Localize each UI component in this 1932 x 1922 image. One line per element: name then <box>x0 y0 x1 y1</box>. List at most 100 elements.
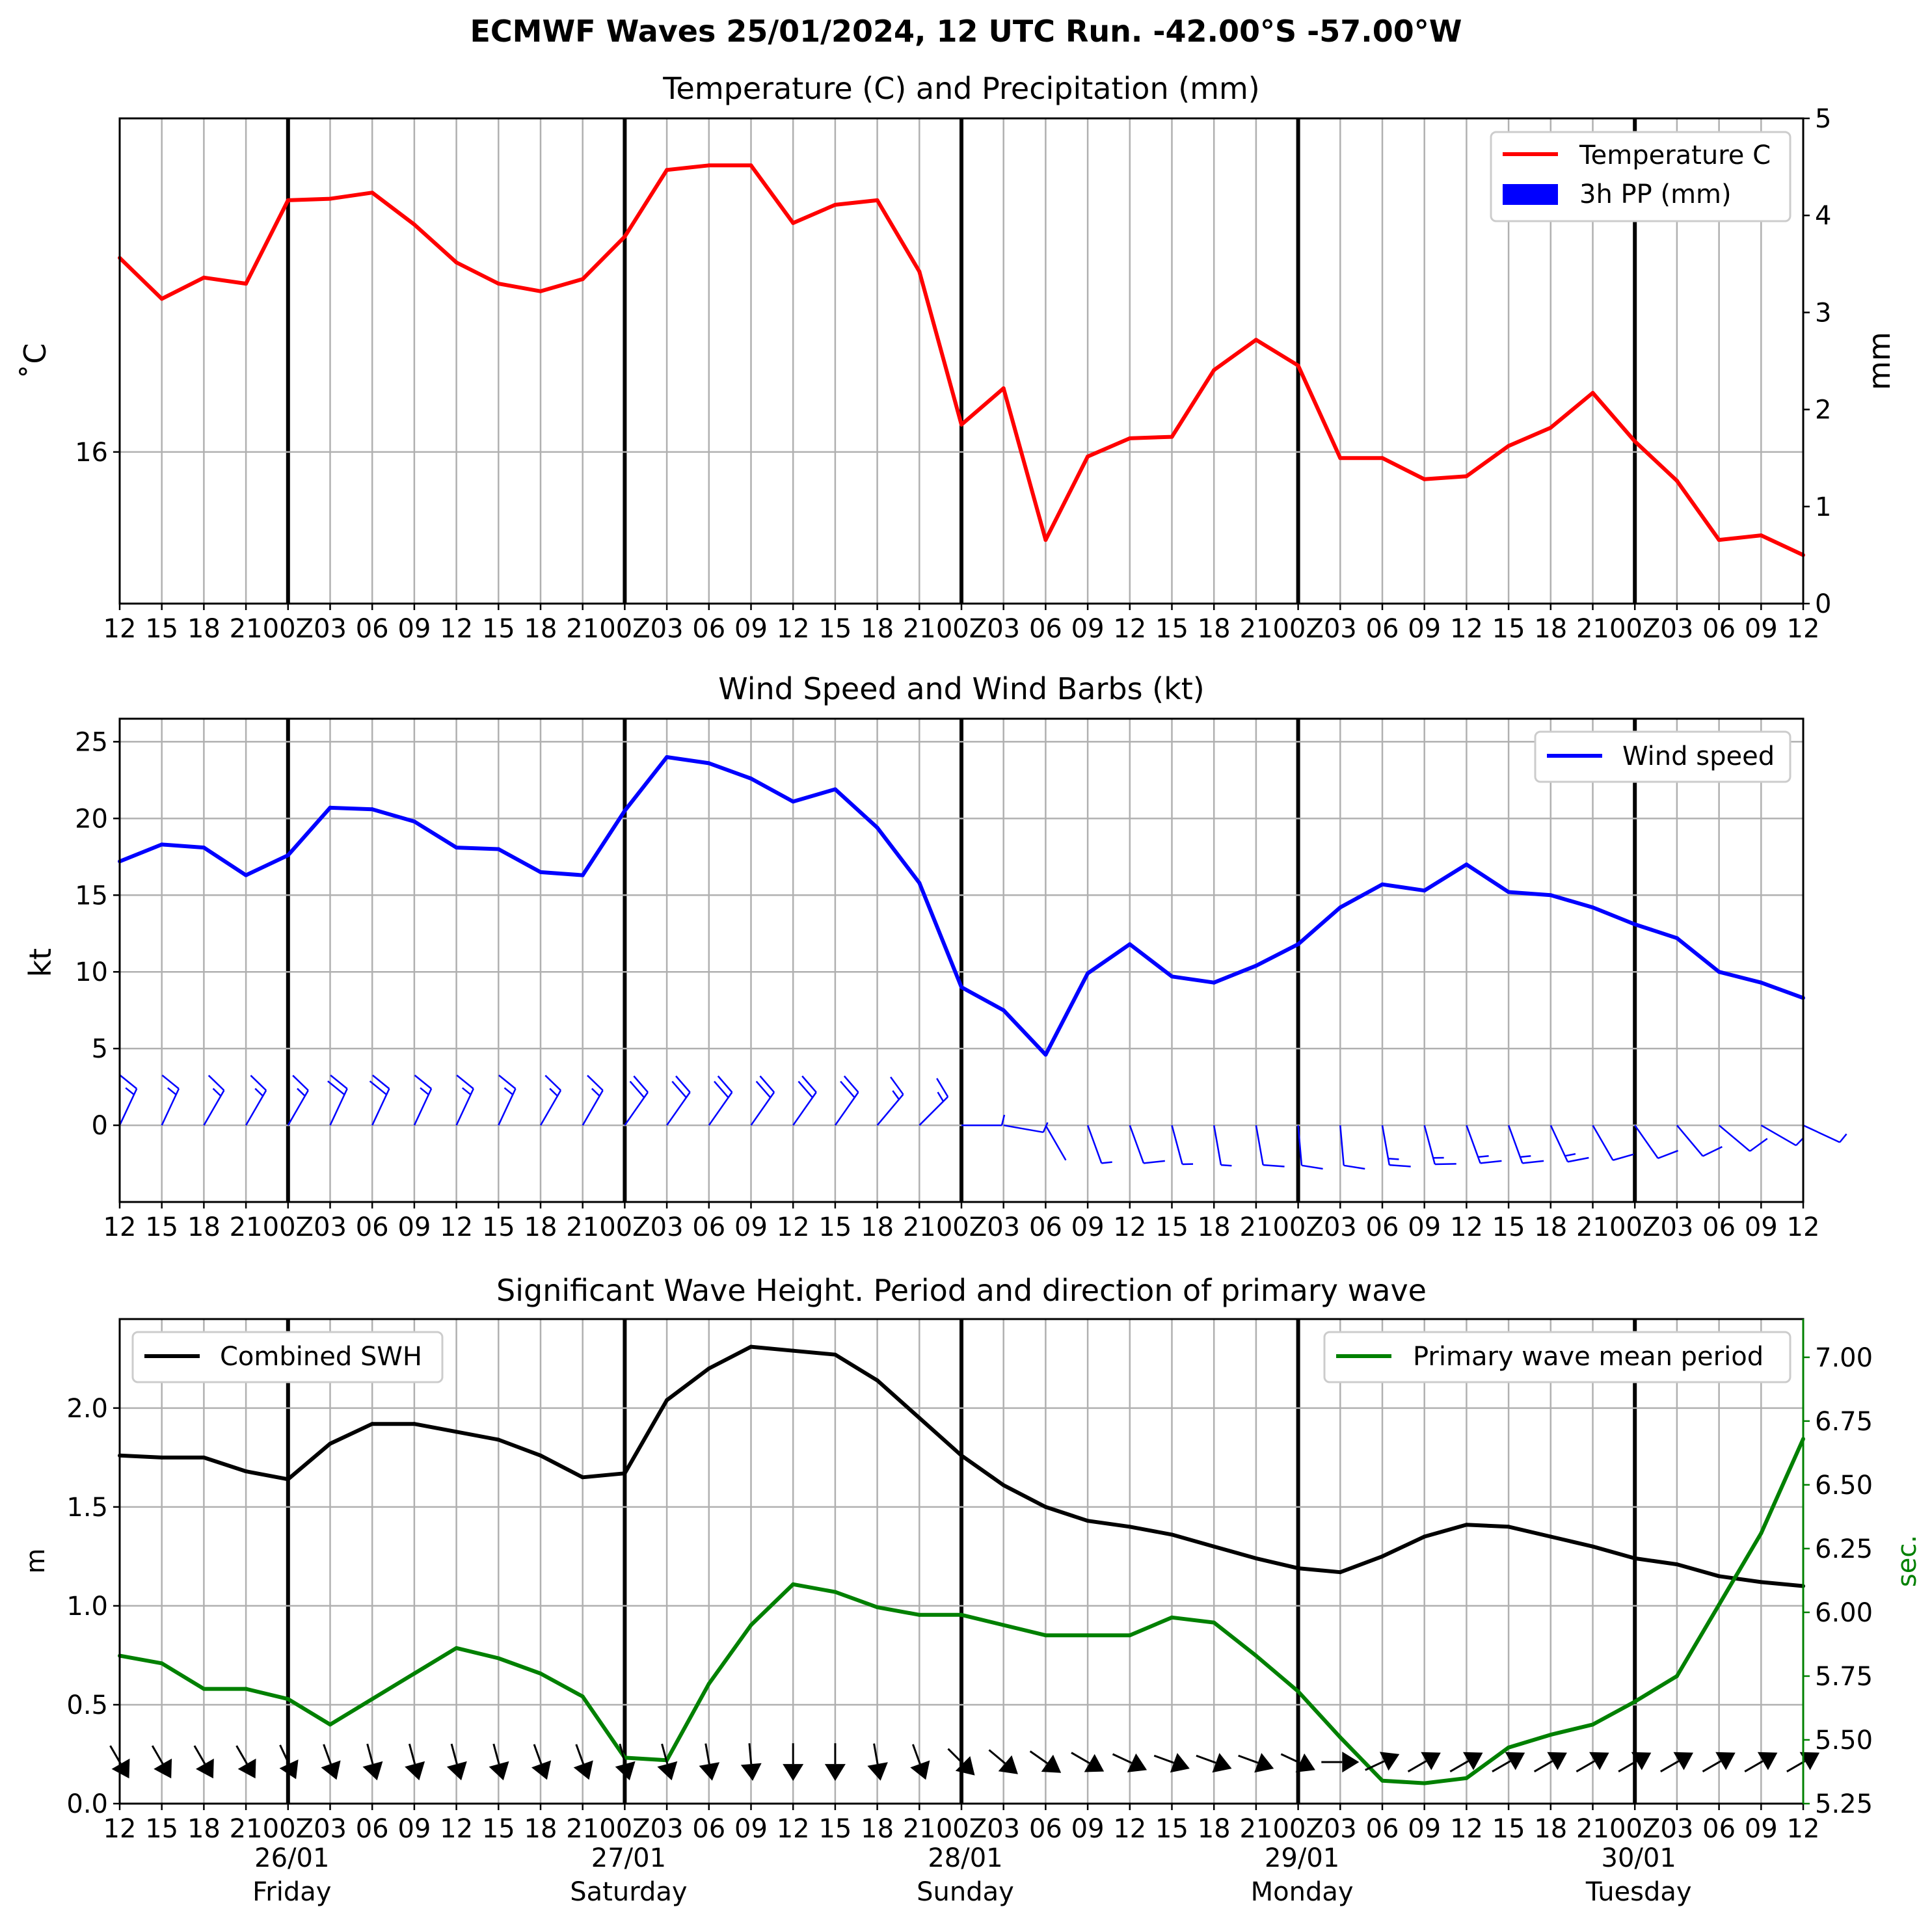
swh-line-point <box>286 1477 290 1482</box>
swh-line-point <box>706 1367 711 1371</box>
wind-barb <box>1003 1122 1049 1134</box>
wave-arrow-head <box>699 1762 720 1781</box>
x-tick-label: 21 <box>1239 1212 1272 1242</box>
wind-speed-line-point <box>244 873 248 877</box>
wind-barb-half-flag <box>549 1088 558 1097</box>
x-tick-label: 00Z <box>263 1814 314 1844</box>
x-tick-label: 09 <box>1408 1814 1441 1844</box>
x-tick-label: 03 <box>1324 1814 1357 1844</box>
temperature-line-point <box>706 163 711 168</box>
wind-barb <box>1339 1125 1365 1170</box>
wind-barb-half-flag <box>1388 1158 1399 1160</box>
swh-line-point <box>1086 1519 1090 1523</box>
swh-line-point <box>1548 1534 1553 1539</box>
wave-height-y-axis-label: m <box>21 1549 51 1574</box>
wave-arrow-shaft <box>1449 1760 1469 1772</box>
day-date-label: 28/01 <box>928 1843 1002 1873</box>
period-line-point <box>454 1646 459 1650</box>
x-tick-label: 12 <box>440 1212 473 1242</box>
temperature-line-point <box>1548 425 1553 430</box>
wind-barb <box>1592 1125 1634 1161</box>
x-tick-label: 00Z <box>1609 1814 1660 1844</box>
wave-direction-arrow <box>699 1743 720 1781</box>
wind-barb-flag <box>414 1074 432 1089</box>
period-line-point <box>706 1681 711 1686</box>
wind-barb <box>539 1074 562 1126</box>
wind-barb-flag <box>717 1075 733 1093</box>
wave-arrow-head <box>1254 1753 1274 1773</box>
temperature-line-point <box>1759 533 1764 538</box>
wind-barb-half-flag <box>420 1087 429 1095</box>
x-tick-label: 15 <box>1155 1212 1188 1242</box>
wave-arrow-shaft <box>408 1743 416 1765</box>
wind-barb-shaft <box>539 1089 562 1126</box>
wind-barb-flag <box>371 1074 390 1089</box>
wave-direction-arrow <box>1365 1752 1400 1771</box>
x-tick-label: 00Z <box>936 1814 987 1844</box>
wave-direction-arrow <box>1533 1752 1567 1772</box>
wave-direction-arrow <box>910 1744 930 1780</box>
wave-direction-arrow <box>1196 1753 1232 1773</box>
period-line-point <box>1254 1653 1258 1658</box>
x-tick-label: 03 <box>1660 1212 1693 1242</box>
wave-arrow-shaft <box>1407 1760 1427 1772</box>
wind-barb-flag <box>327 1080 345 1095</box>
x-tick-label: 12 <box>103 1814 137 1844</box>
x-tick-label: 03 <box>651 1212 684 1242</box>
swh-legend-label: Combined SWH <box>220 1342 422 1372</box>
x-tick-label: 03 <box>314 614 347 644</box>
y-tick-label: 10 <box>75 957 108 987</box>
wave-direction-arrow <box>362 1743 383 1781</box>
wave-arrow-shaft <box>1618 1760 1637 1772</box>
period-line-point <box>1170 1615 1174 1620</box>
swh-line-point <box>791 1348 796 1353</box>
wind-barb <box>203 1074 225 1126</box>
wave-arrow-shaft <box>988 1749 1006 1765</box>
wind-barb-flag <box>1143 1160 1165 1164</box>
x-tick-label: 12 <box>103 614 137 644</box>
temperature-panel-title: Temperature (C) and Precipitation (mm) <box>662 71 1259 106</box>
wind-barb-flag <box>1749 1138 1768 1152</box>
wind-barb-half-flag <box>1564 1153 1576 1157</box>
wave-arrow-shaft <box>911 1744 921 1765</box>
swh-line-point <box>1674 1562 1679 1567</box>
wave-arrow-head <box>1421 1752 1441 1770</box>
wind-barb-shaft <box>1086 1125 1103 1164</box>
wind-barb-shaft <box>1297 1125 1303 1166</box>
wind-barb-half-flag <box>297 1088 306 1097</box>
wave-direction-arrow <box>193 1745 214 1779</box>
wind-barb <box>1634 1125 1679 1160</box>
x-tick-label: 21 <box>566 1212 599 1242</box>
wind-barb <box>624 1075 649 1126</box>
wind-barb-shaft <box>498 1088 517 1126</box>
swh-line-point <box>1043 1504 1048 1509</box>
swh-line-point <box>1170 1532 1174 1537</box>
y-tick-label: 1.0 <box>66 1592 108 1622</box>
wind-y-axis-label: kt <box>23 948 58 978</box>
wind-barb-shaft <box>582 1089 604 1126</box>
wave-direction-arrow <box>1407 1752 1441 1772</box>
wave-direction-arrow <box>824 1743 846 1782</box>
wind-barb-shaft <box>1381 1125 1390 1166</box>
temperature-line-point <box>412 222 416 227</box>
swh-line-point <box>370 1422 375 1426</box>
x-tick-label: 15 <box>145 1814 178 1844</box>
wave-arrow-shaft <box>1280 1753 1300 1764</box>
wave-arrow-head <box>1380 1752 1400 1771</box>
x-tick-label: 12 <box>1113 614 1146 644</box>
wind-barb-flag <box>714 1080 729 1099</box>
x-tick-label: 21 <box>903 1212 936 1242</box>
wind-barb <box>1086 1125 1112 1164</box>
wind-barb <box>1507 1125 1544 1164</box>
x-tick-label: 12 <box>1787 614 1820 644</box>
wind-barb-half-flag <box>892 1090 900 1100</box>
y-tick-label: 16 <box>75 438 108 468</box>
temperature-line-point <box>496 282 501 286</box>
x-tick-label: 09 <box>734 614 768 644</box>
x-tick-label: 15 <box>1155 614 1188 644</box>
wind-speed-line-point <box>1296 942 1300 946</box>
x-tick-label: 18 <box>861 1212 894 1242</box>
wave-arrow-head <box>321 1760 341 1780</box>
x-tick-label: 03 <box>651 1814 684 1844</box>
